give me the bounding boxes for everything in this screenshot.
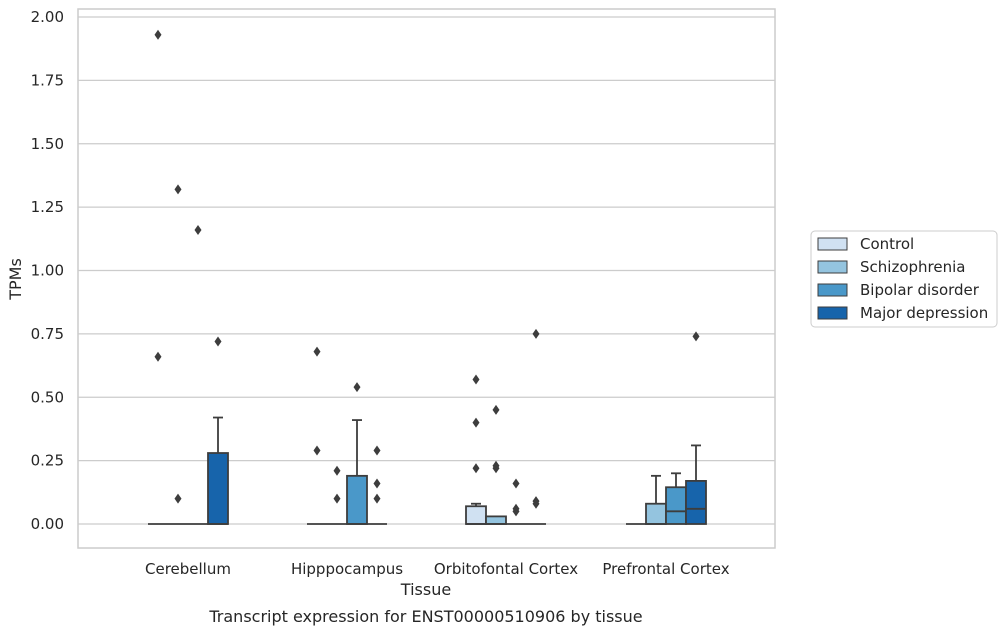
outlier-point [154, 29, 162, 40]
legend: Control Schizophrenia Bipolar disorder Majo… [810, 230, 998, 328]
boxes [148, 416, 707, 525]
box-body [485, 515, 507, 525]
outlier-point [472, 463, 480, 474]
y-tick-label: 2.00 [31, 8, 64, 26]
outlier-point [174, 184, 182, 195]
y-tick-label: 0.75 [31, 325, 64, 343]
legend-swatch [817, 306, 848, 320]
legend-swatch [817, 237, 848, 251]
outlier-point [492, 404, 500, 415]
box-body [207, 452, 229, 525]
y-tick-labels: 0.00 0.25 0.50 0.75 1.00 1.25 1.50 1.75 2.00 [31, 8, 64, 533]
outlier-point [313, 346, 321, 357]
outlier-point [333, 493, 341, 504]
outlier-point [472, 417, 480, 428]
y-tick-label: 0.25 [31, 452, 64, 470]
outlier-point [373, 445, 381, 456]
x-tick-label: Prefrontal Cortex [602, 560, 729, 578]
outlier-point [154, 351, 162, 362]
legend-swatch [817, 283, 848, 297]
box-body [685, 480, 707, 525]
legend-label: Schizophrenia [860, 258, 965, 276]
legend-label: Control [860, 235, 914, 253]
legend-frame [810, 230, 998, 328]
x-tick-label: Orbitofontal Cortex [434, 560, 578, 578]
chart-caption: Transcript expression for ENST0000051090… [208, 607, 642, 626]
outlier-point [532, 328, 540, 339]
outlier-point [373, 478, 381, 489]
outlier-point [692, 331, 700, 342]
box-1-2 [346, 419, 368, 525]
y-tick-label: 1.25 [31, 198, 64, 216]
legend-label: Major depression [860, 304, 988, 322]
box-0-3 [207, 416, 229, 525]
box-body [645, 502, 667, 525]
outlier-point [472, 374, 480, 385]
y-tick-label: 1.50 [31, 135, 64, 153]
box-body [346, 474, 368, 525]
outlier-point [532, 498, 540, 509]
outlier-point [194, 224, 202, 235]
y-tick-label: 0.00 [31, 515, 64, 533]
box-body [465, 505, 487, 525]
plot-area [77, 8, 776, 549]
y-axis-title: TPMs [6, 258, 25, 301]
box-3-3 [685, 444, 707, 525]
y-tick-label: 1.00 [31, 262, 64, 280]
outlier-point [373, 493, 381, 504]
legend-swatch [817, 260, 848, 274]
outlier-point [313, 445, 321, 456]
outlier-point [353, 382, 361, 393]
y-tick-label: 0.50 [31, 388, 64, 406]
gridlines [78, 16, 775, 525]
x-tick-label: Cerebellum [145, 560, 231, 578]
outlier-point [214, 336, 222, 347]
box-2-0 [465, 502, 487, 525]
y-tick-label: 1.75 [31, 71, 64, 89]
x-tick-labels: Cerebellum Hipppocampus Orbitofontal Corte… [145, 560, 730, 578]
outlier-point [492, 463, 500, 474]
x-axis-title: Tissue [400, 580, 451, 599]
outlier-point [333, 465, 341, 476]
outlier-point [512, 506, 520, 517]
outlier-point [512, 478, 520, 489]
legend-label: Bipolar disorder [860, 281, 980, 299]
box-body [665, 486, 687, 525]
outliers [154, 29, 700, 517]
outlier-point [174, 493, 182, 504]
x-tick-label: Hipppocampus [291, 560, 403, 578]
box-2-1 [485, 515, 507, 525]
